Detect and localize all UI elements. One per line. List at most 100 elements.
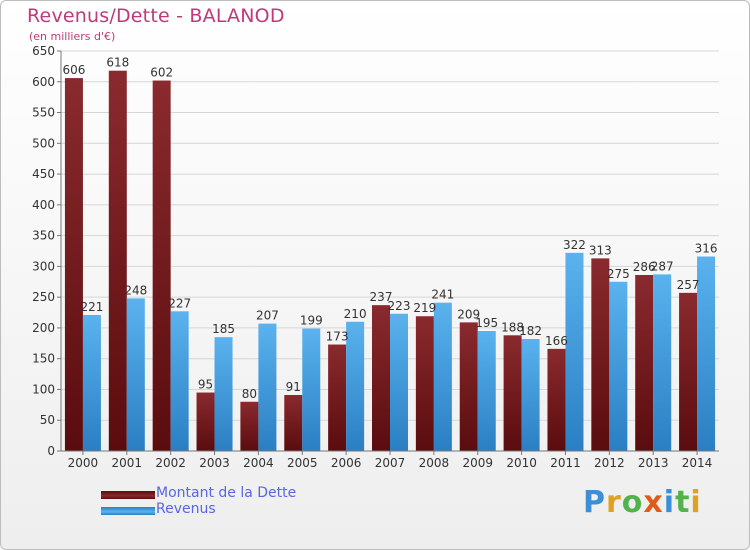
bar-revenus — [214, 337, 233, 451]
bar-revenus — [302, 328, 321, 451]
x-tick-label: 2001 — [112, 456, 143, 470]
x-tick-label: 2010 — [506, 456, 537, 470]
legend-swatch-revenus — [101, 507, 155, 515]
bar-dette — [547, 348, 566, 451]
bar-revenus — [390, 313, 408, 451]
legend-label-revenus: Revenus — [156, 501, 216, 517]
bar-dette — [635, 275, 654, 451]
y-tick-label: 0 — [47, 444, 55, 458]
x-tick-label: 2000 — [68, 456, 99, 470]
bar-dette — [152, 80, 171, 452]
y-tick-label: 500 — [32, 136, 55, 150]
chart-title: Revenus/Dette - BALANOD — [27, 5, 285, 27]
legend-swatch-debt — [101, 491, 155, 499]
y-tick-label: 650 — [32, 44, 55, 58]
x-tick-label: 2012 — [594, 456, 625, 470]
y-tick-label: 150 — [32, 352, 55, 366]
bar-dette — [591, 258, 610, 451]
bar-dette — [679, 292, 698, 451]
bar-revenus — [170, 311, 189, 451]
y-tick-label: 400 — [32, 198, 55, 212]
data-label: 287 — [651, 259, 674, 273]
bar-revenus — [477, 331, 496, 451]
logo-letter: i — [690, 485, 702, 520]
bar-dette — [64, 78, 83, 452]
bar-dette — [284, 395, 303, 451]
data-label: 322 — [563, 238, 586, 252]
bar-revenus — [521, 339, 540, 451]
data-label: 286 — [633, 260, 656, 274]
bar-revenus — [609, 281, 628, 451]
x-tick-label: 2004 — [243, 456, 274, 470]
data-label: 182 — [519, 324, 542, 338]
data-label: 223 — [388, 299, 411, 313]
y-tick-label: 100 — [32, 382, 55, 396]
logo-letter: o — [621, 485, 644, 520]
bar-revenus — [565, 252, 584, 451]
data-label: 602 — [150, 66, 173, 80]
data-label: 91 — [286, 380, 301, 394]
x-tick-label: 2003 — [199, 456, 230, 470]
bar-revenus — [433, 302, 452, 451]
logo-letter: P — [583, 485, 606, 520]
bar-revenus — [653, 274, 672, 451]
bar-dette — [503, 335, 522, 451]
data-label: 80 — [242, 387, 257, 401]
bar-revenus — [126, 298, 145, 451]
data-label: 227 — [168, 296, 191, 310]
logo-letter: i — [663, 485, 676, 520]
chart-subtitle: (en milliers d'€) — [29, 30, 116, 43]
x-tick-label: 2005 — [287, 456, 318, 470]
data-label: 207 — [256, 309, 279, 323]
bar-dette — [459, 322, 478, 451]
y-tick-label: 450 — [32, 167, 55, 181]
x-tick-label: 2002 — [155, 456, 186, 470]
proxiti-logo: Proxiti — [583, 485, 702, 520]
data-label: 237 — [370, 290, 393, 304]
bar-dette — [415, 316, 434, 451]
bar-dette — [108, 70, 127, 451]
y-tick-label: 550 — [32, 106, 55, 120]
data-label: 219 — [413, 301, 436, 315]
data-label: 221 — [80, 300, 103, 314]
data-label: 606 — [62, 63, 85, 77]
bar-revenus — [697, 256, 716, 451]
data-label: 195 — [475, 316, 498, 330]
data-label: 257 — [677, 278, 700, 292]
data-label: 188 — [501, 320, 524, 334]
y-tick-label: 350 — [32, 229, 55, 243]
bar-revenus — [258, 323, 277, 451]
data-label: 166 — [545, 334, 568, 348]
bar-dette — [240, 401, 259, 451]
logo-letter: x — [643, 485, 664, 520]
bar-dette — [196, 392, 215, 451]
data-label: 209 — [457, 307, 480, 321]
x-tick-label: 2013 — [638, 456, 669, 470]
data-label: 173 — [326, 330, 349, 344]
x-tick-label: 2011 — [550, 456, 581, 470]
data-label: 199 — [300, 314, 323, 328]
x-tick-label: 2006 — [331, 456, 362, 470]
y-tick-label: 600 — [32, 75, 55, 89]
x-tick-label: 2014 — [682, 456, 713, 470]
legend-label-debt: Montant de la Dette — [156, 485, 297, 501]
bar-dette — [372, 305, 390, 451]
data-label: 210 — [344, 307, 367, 321]
x-tick-label: 2009 — [462, 456, 493, 470]
y-tick-label: 300 — [32, 259, 55, 273]
data-label: 313 — [589, 243, 612, 257]
bar-dette — [328, 344, 347, 451]
logo-letter: r — [606, 485, 622, 520]
y-tick-label: 250 — [32, 290, 55, 304]
data-label: 95 — [198, 378, 213, 392]
data-label: 275 — [607, 267, 630, 281]
logo-letter: t — [675, 485, 691, 520]
data-label: 248 — [124, 283, 147, 297]
data-label: 618 — [106, 56, 129, 70]
x-tick-label: 2008 — [419, 456, 450, 470]
data-label: 185 — [212, 322, 235, 336]
data-label: 241 — [431, 288, 454, 302]
y-tick-label: 50 — [40, 413, 55, 427]
